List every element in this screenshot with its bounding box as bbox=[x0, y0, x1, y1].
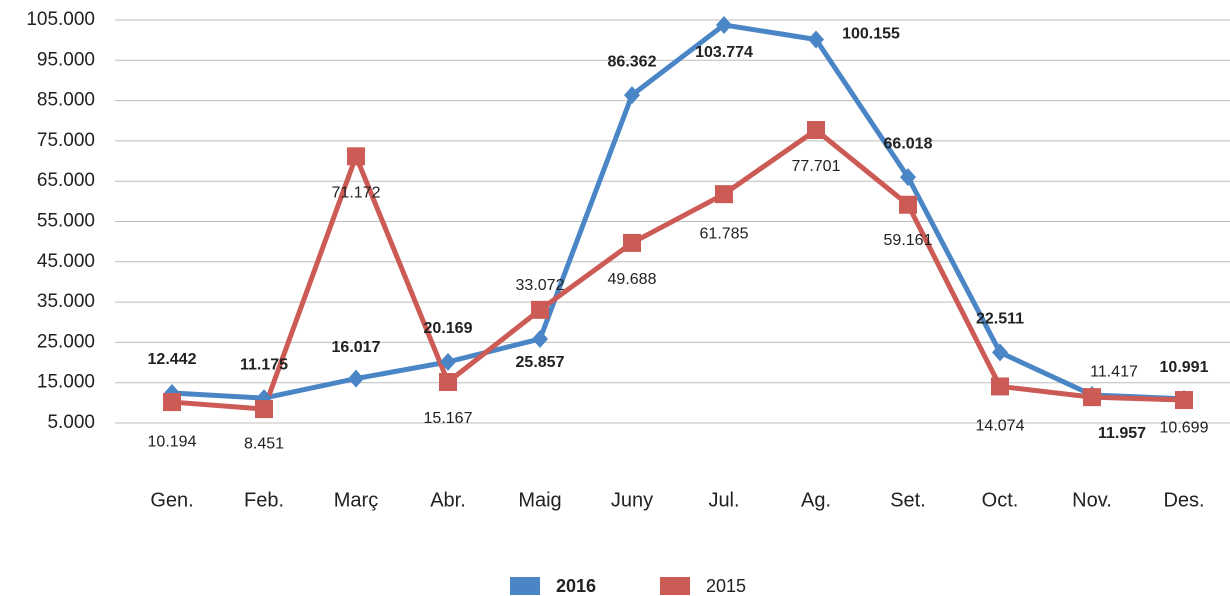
data-label: 25.857 bbox=[516, 354, 565, 371]
data-label: 12.442 bbox=[148, 351, 197, 368]
series-line bbox=[171, 22, 1185, 402]
marker bbox=[439, 373, 457, 392]
marker bbox=[623, 233, 641, 252]
marker bbox=[531, 300, 549, 319]
marker bbox=[255, 400, 273, 419]
data-label: 11.957 bbox=[1098, 425, 1146, 442]
marker bbox=[808, 30, 824, 49]
x-tick-label: Oct. bbox=[982, 489, 1019, 511]
y-tick-label: 35.000 bbox=[37, 291, 95, 312]
y-tick-label: 65.000 bbox=[37, 170, 95, 191]
data-label: 22.511 bbox=[976, 311, 1024, 328]
y-tick-label: 85.000 bbox=[37, 90, 95, 111]
y-tick-label: 45.000 bbox=[37, 251, 95, 272]
data-label: 8.451 bbox=[244, 435, 284, 452]
data-label: 61.785 bbox=[700, 225, 749, 242]
marker bbox=[807, 121, 825, 140]
legend-swatch bbox=[510, 577, 540, 595]
y-tick-label: 55.000 bbox=[37, 211, 95, 232]
x-tick-label: Feb. bbox=[244, 489, 284, 511]
data-label: 10.194 bbox=[148, 433, 197, 450]
y-tick-label: 5.000 bbox=[47, 412, 95, 433]
legend-label: 2016 bbox=[556, 576, 596, 596]
x-tick-label: Des. bbox=[1163, 489, 1204, 511]
y-tick-label: 15.000 bbox=[37, 372, 95, 393]
marker bbox=[347, 147, 365, 166]
data-label: 16.017 bbox=[332, 339, 381, 356]
marker bbox=[1175, 391, 1193, 410]
marker bbox=[716, 15, 732, 34]
data-label: 14.074 bbox=[976, 418, 1025, 435]
data-label: 20.169 bbox=[424, 320, 473, 337]
x-tick-label: Maig bbox=[518, 489, 561, 511]
y-tick-label: 25.000 bbox=[37, 331, 95, 352]
marker bbox=[991, 377, 1009, 396]
x-tick-label: Gen. bbox=[150, 489, 193, 511]
y-tick-label: 75.000 bbox=[37, 130, 95, 151]
data-label: 15.167 bbox=[424, 410, 473, 427]
marker bbox=[715, 185, 733, 204]
x-tick-label: Juny bbox=[611, 489, 653, 511]
x-tick-label: Març bbox=[334, 489, 378, 511]
x-tick-label: Jul. bbox=[708, 489, 739, 511]
series-line bbox=[171, 127, 1185, 412]
data-label: 86.362 bbox=[608, 53, 657, 70]
x-tick-label: Abr. bbox=[430, 489, 466, 511]
legend-label: 2015 bbox=[706, 576, 746, 596]
marker bbox=[348, 369, 364, 388]
marker bbox=[900, 168, 916, 187]
marker bbox=[532, 329, 548, 348]
marker bbox=[624, 86, 640, 105]
data-label: 66.018 bbox=[884, 135, 933, 152]
legend-swatch bbox=[660, 577, 690, 595]
marker bbox=[899, 195, 917, 214]
data-label: 10.699 bbox=[1160, 419, 1209, 436]
marker bbox=[440, 352, 456, 371]
data-label: 77.701 bbox=[792, 158, 841, 175]
data-label: 11.175 bbox=[240, 356, 288, 373]
data-label: 11.417 bbox=[1090, 363, 1138, 380]
data-label: 33.072 bbox=[516, 277, 565, 294]
data-label: 49.688 bbox=[608, 271, 657, 288]
marker bbox=[992, 343, 1008, 362]
data-label: 103.774 bbox=[695, 44, 753, 61]
marker bbox=[1083, 388, 1101, 407]
data-label: 10.991 bbox=[1160, 359, 1209, 376]
y-tick-label: 105.000 bbox=[26, 9, 95, 30]
x-tick-label: Set. bbox=[890, 489, 926, 511]
x-tick-label: Nov. bbox=[1072, 489, 1112, 511]
data-label: 59.161 bbox=[884, 232, 933, 249]
marker bbox=[163, 393, 181, 412]
data-label: 100.155 bbox=[842, 26, 900, 43]
x-tick-label: Ag. bbox=[801, 489, 831, 511]
data-label: 71.172 bbox=[332, 185, 381, 202]
y-tick-label: 95.000 bbox=[37, 49, 95, 70]
